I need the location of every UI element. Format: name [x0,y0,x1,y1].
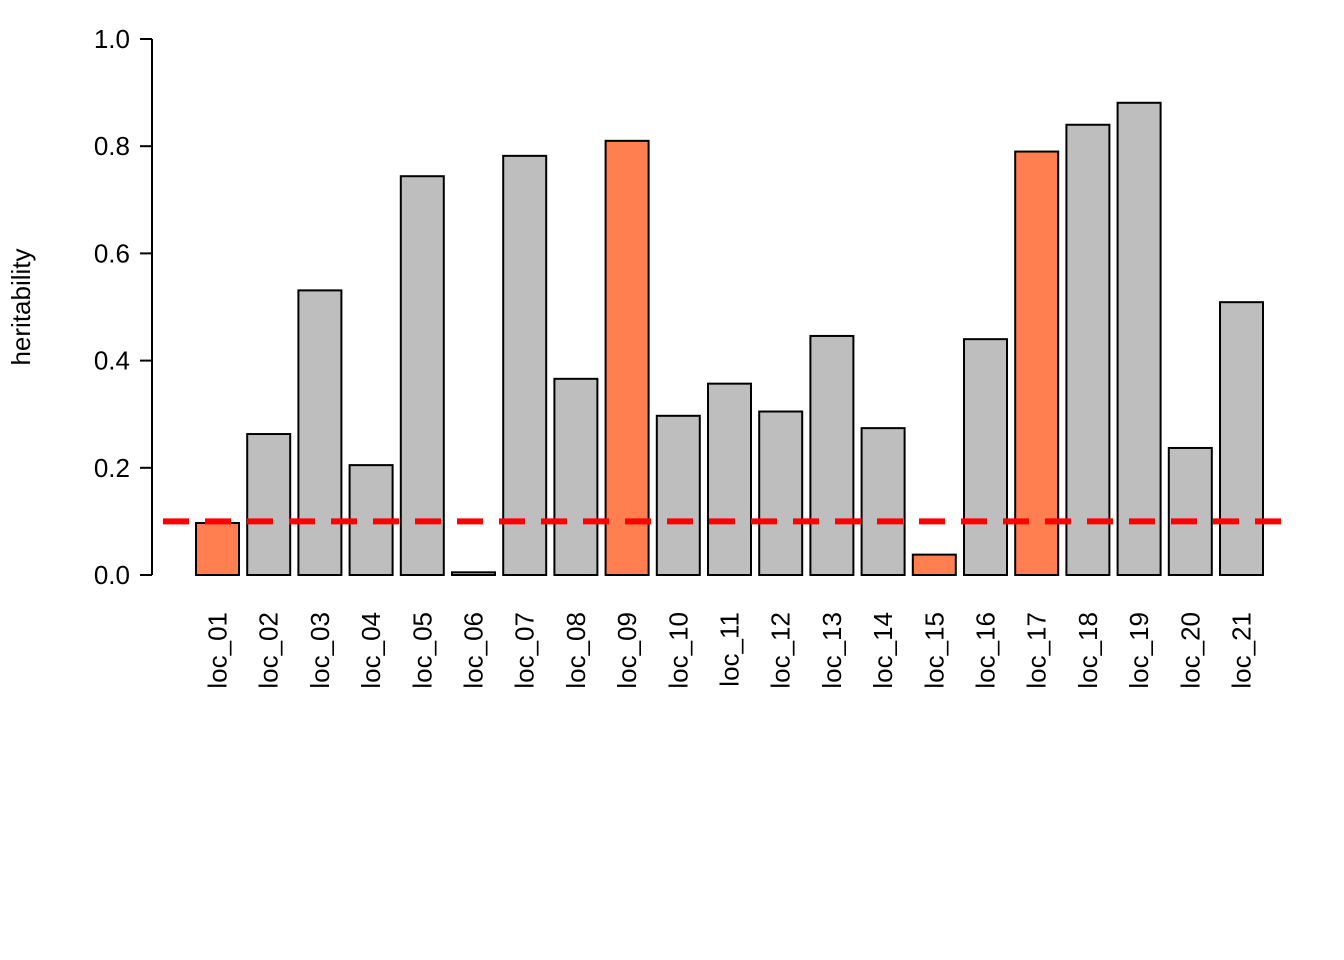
x-tick-label: loc_09 [612,612,642,689]
x-tick-label: loc_13 [817,612,847,689]
x-tick-label: loc_11 [715,612,745,687]
y-tick-label: 0.8 [94,131,130,161]
x-tick-label: loc_19 [1124,612,1154,689]
x-tick-label: loc_10 [663,612,693,689]
x-tick-label: loc_02 [254,612,284,689]
bar-loc_02 [246,433,292,577]
bar-loc_08 [553,377,599,576]
y-tick-label: 0.2 [94,453,130,483]
bar-loc_14 [860,427,906,576]
x-tick-label: loc_04 [356,612,386,689]
x-tick-label: loc_05 [407,612,437,689]
y-tick-label: 0.4 [94,346,130,376]
bar-loc_11 [707,382,752,577]
x-tick-label: loc_14 [868,612,898,689]
y-tick-label: 0.0 [94,560,130,590]
bar-loc_06 [451,571,496,577]
y-tick-label: 0.6 [94,238,130,268]
bar-loc_16 [963,338,1008,576]
bar-loc_18 [1065,123,1111,576]
bar-loc_20 [1167,446,1213,576]
x-tick-label: loc_16 [971,612,1001,689]
y-tick-label: 1.0 [94,24,130,54]
y-axis-title: heritability [6,248,36,365]
bar-loc_19 [1116,101,1162,576]
x-tick-label: loc_03 [305,612,335,689]
bar-loc_21 [1219,301,1264,576]
bar-loc_10 [655,414,701,577]
x-tick-label: loc_06 [459,612,489,689]
y-axis: 0.0 0.2 0.4 0.6 0.8 1.0 [94,24,153,590]
bars [195,101,1264,577]
x-axis-labels: loc_01 loc_02 loc_03 loc_04 loc_05 loc_06 loc_… [203,612,1257,689]
x-tick-label: loc_21 [1227,612,1257,689]
bar-loc_07 [502,154,548,577]
x-tick-label: loc_15 [919,612,949,689]
bar-loc_17 [1014,150,1060,576]
x-tick-label: loc_17 [1022,612,1052,689]
bar-loc_12 [758,410,804,576]
x-tick-label: loc_01 [203,612,233,689]
bar-loc_03 [297,289,343,576]
x-tick-label: loc_18 [1073,612,1103,689]
bar-loc_01 [195,522,240,576]
bar-loc_09 [604,139,650,576]
bar-loc_05 [399,175,445,576]
bar-loc_13 [809,334,855,576]
x-tick-label: loc_20 [1175,612,1205,689]
x-tick-label: loc_08 [561,612,591,689]
x-tick-label: loc_12 [766,612,796,689]
bar-loc_15 [911,553,957,577]
x-tick-label: loc_07 [510,612,540,689]
